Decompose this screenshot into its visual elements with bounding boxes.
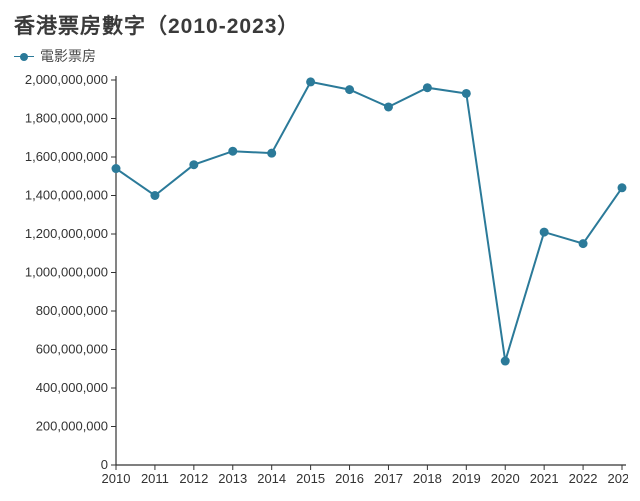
legend-label: 電影票房 — [40, 46, 96, 66]
data-point — [267, 149, 276, 158]
x-tick-label: 2011 — [141, 471, 169, 486]
x-tick-label: 2015 — [296, 471, 325, 486]
y-tick-label: 1,400,000,000 — [25, 188, 108, 203]
y-tick-label: 400,000,000 — [36, 380, 108, 395]
y-tick-label: 1,200,000,000 — [25, 226, 108, 241]
data-point — [462, 89, 471, 98]
y-tick-label: 1,800,000,000 — [25, 111, 108, 126]
data-point — [540, 228, 549, 237]
x-tick-label: 2020 — [491, 471, 520, 486]
data-point — [345, 85, 354, 94]
data-point — [189, 160, 198, 169]
x-tick-label: 2023 — [608, 471, 628, 486]
y-tick-label: 1,000,000,000 — [25, 265, 108, 280]
y-tick-label: 800,000,000 — [36, 303, 108, 318]
y-tick-label: 1,600,000,000 — [25, 149, 108, 164]
y-tick-label: 0 — [101, 457, 108, 472]
x-tick-label: 2021 — [530, 471, 559, 486]
data-point — [579, 239, 588, 248]
legend: 電影票房 — [14, 46, 628, 66]
data-point — [150, 191, 159, 200]
legend-marker-icon — [14, 56, 34, 57]
chart-title: 香港票房數字（2010-2023） — [14, 10, 628, 40]
x-tick-label: 2010 — [102, 471, 131, 486]
x-tick-label: 2019 — [452, 471, 481, 486]
x-tick-label: 2022 — [569, 471, 598, 486]
data-point — [306, 77, 315, 86]
x-tick-label: 2012 — [179, 471, 208, 486]
data-point — [228, 147, 237, 156]
data-point — [384, 102, 393, 111]
x-tick-label: 2013 — [218, 471, 247, 486]
x-tick-label: 2017 — [374, 471, 403, 486]
y-tick-label: 2,000,000,000 — [25, 72, 108, 87]
series-line — [116, 82, 622, 361]
line-chart: 0 200,000,000 400,000,000 600,000,000 800,00… — [12, 70, 628, 490]
data-point — [112, 164, 121, 173]
data-point — [618, 183, 627, 192]
y-tick-label: 600,000,000 — [36, 342, 108, 357]
x-tick-label: 2014 — [257, 471, 286, 486]
chart-container: 香港票房數字（2010-2023） 電影票房 0 200,000,000 400,0… — [0, 0, 640, 501]
data-point — [501, 357, 510, 366]
data-point — [423, 83, 432, 92]
x-tick-label: 2016 — [335, 471, 364, 486]
x-tick-label: 2018 — [413, 471, 442, 486]
y-tick-label: 200,000,000 — [36, 419, 108, 434]
